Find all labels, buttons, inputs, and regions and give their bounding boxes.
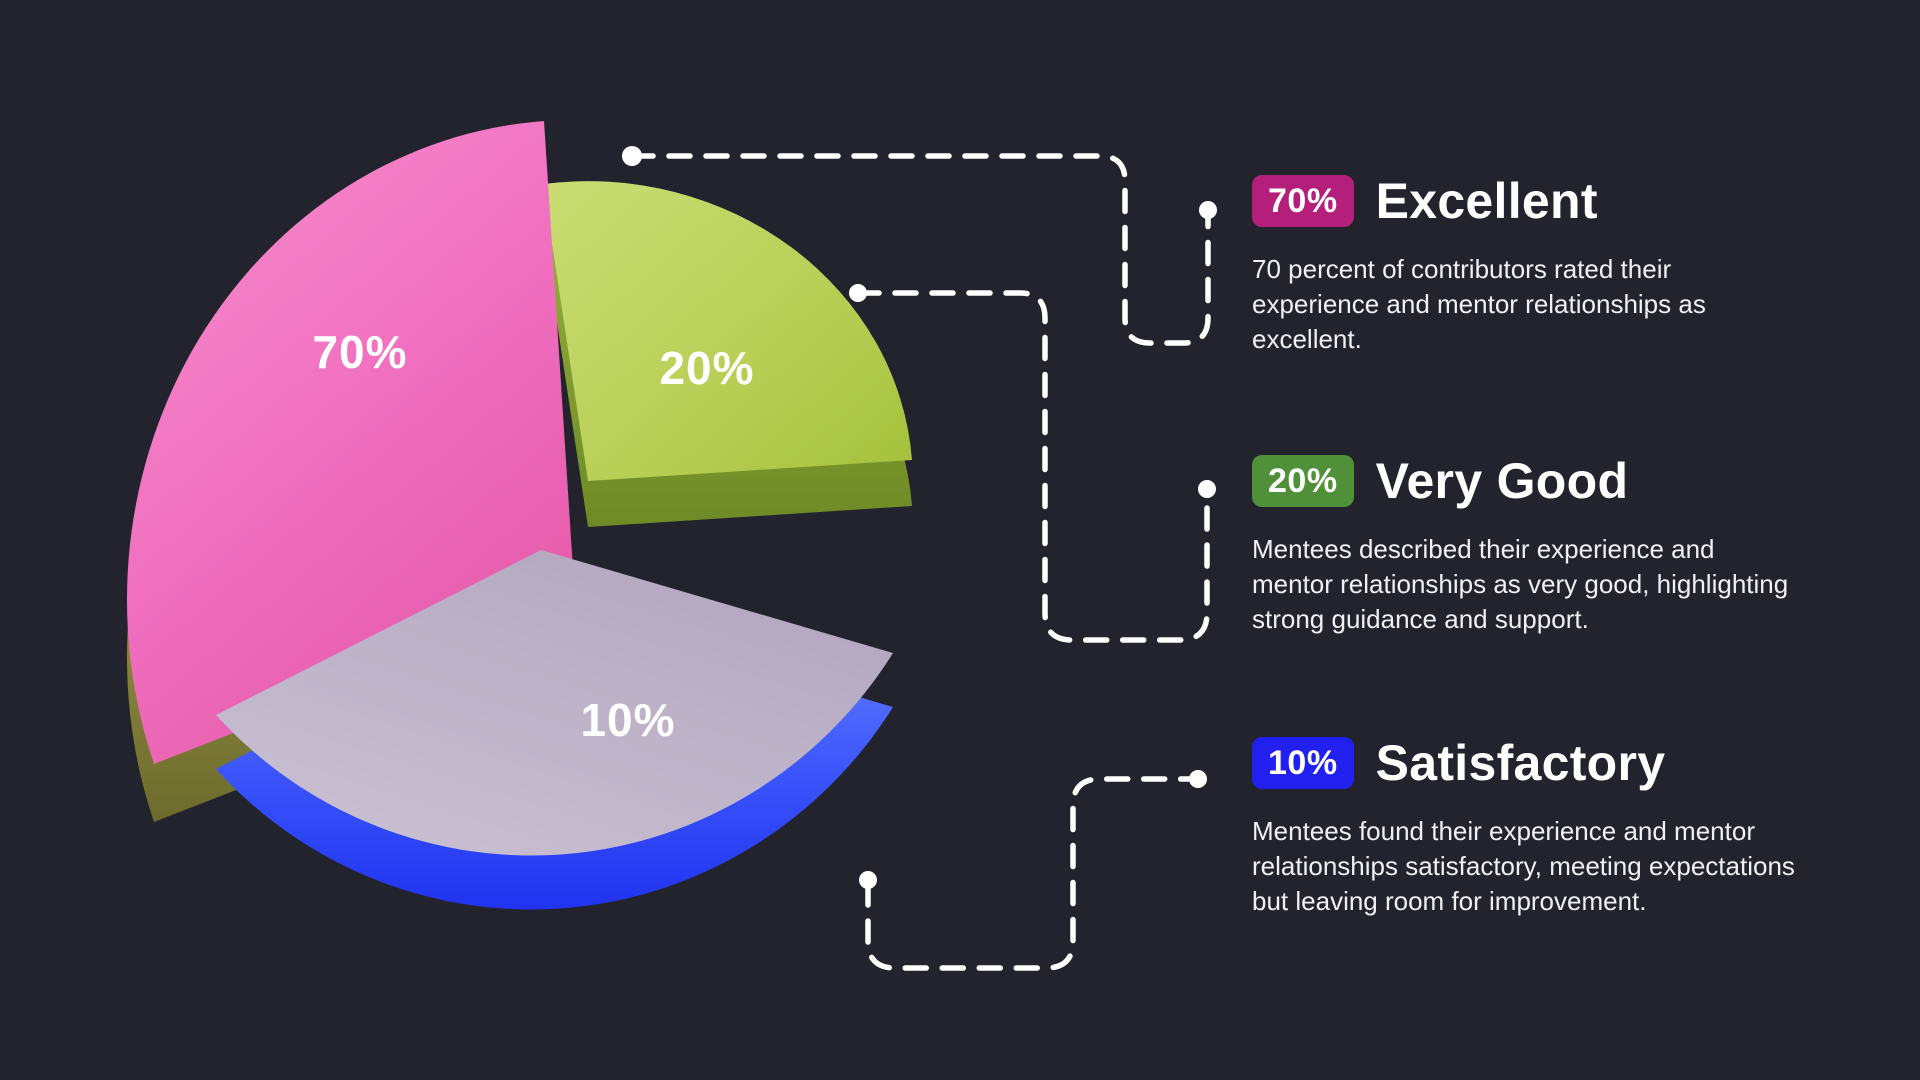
connector-excellent-line [629, 153, 1211, 346]
pie-label-excellent: 70% [312, 326, 407, 378]
connector-excellent-start-dot [622, 146, 642, 166]
percent-badge-satisfactory: 10% [1252, 737, 1354, 789]
percent-badge-verygood: 20% [1252, 455, 1354, 507]
connector-excellent [622, 146, 1217, 346]
legend-description-verygood: Mentees described their experience and m… [1252, 534, 1789, 634]
pie-slice-verygood [543, 181, 912, 527]
pie-label-satisfactory: 10% [580, 694, 675, 746]
pie-slice-satisfactory-top [216, 550, 893, 856]
connector-satisfactory-end-dot [1189, 770, 1207, 788]
legend-entry-satisfactory-header: 10% Satisfactory [1252, 734, 1804, 792]
legend-title-excellent: Excellent [1375, 173, 1598, 229]
legend-title-verygood: Very Good [1375, 453, 1629, 509]
pie-slice-verygood-top [543, 181, 912, 481]
legend-entry-verygood-header: 20% Very Good [1252, 452, 1800, 510]
pie-slice-satisfactory [216, 550, 893, 910]
connector-verygood-end-dot [1198, 480, 1216, 498]
connector-satisfactory-start-dot [859, 871, 877, 889]
legend-title-satisfactory: Satisfactory [1375, 735, 1666, 791]
pie-label-verygood: 20% [659, 342, 754, 394]
connector-verygood [849, 284, 1216, 643]
legend-entry-satisfactory: 10% Satisfactory Mentees found their exp… [1252, 734, 1804, 919]
legend-description-satisfactory: Mentees found their experience and mento… [1252, 816, 1795, 916]
connector-satisfactory [859, 770, 1207, 971]
legend-entry-excellent-header: 70% Excellent [1252, 172, 1737, 230]
connector-verygood-start-dot [849, 284, 867, 302]
connector-satisfactory-line [865, 776, 1199, 971]
connector-excellent-end-dot [1199, 201, 1217, 219]
legend-entry-verygood: 20% Very Good Mentees described their ex… [1252, 452, 1800, 637]
percent-badge-excellent: 70% [1252, 175, 1354, 227]
legend-description-excellent: 70 percent of contributors rated their e… [1252, 254, 1706, 354]
legend-entry-excellent: 70% Excellent 70 percent of contributors… [1252, 172, 1737, 357]
connector-verygood-line [855, 290, 1210, 643]
